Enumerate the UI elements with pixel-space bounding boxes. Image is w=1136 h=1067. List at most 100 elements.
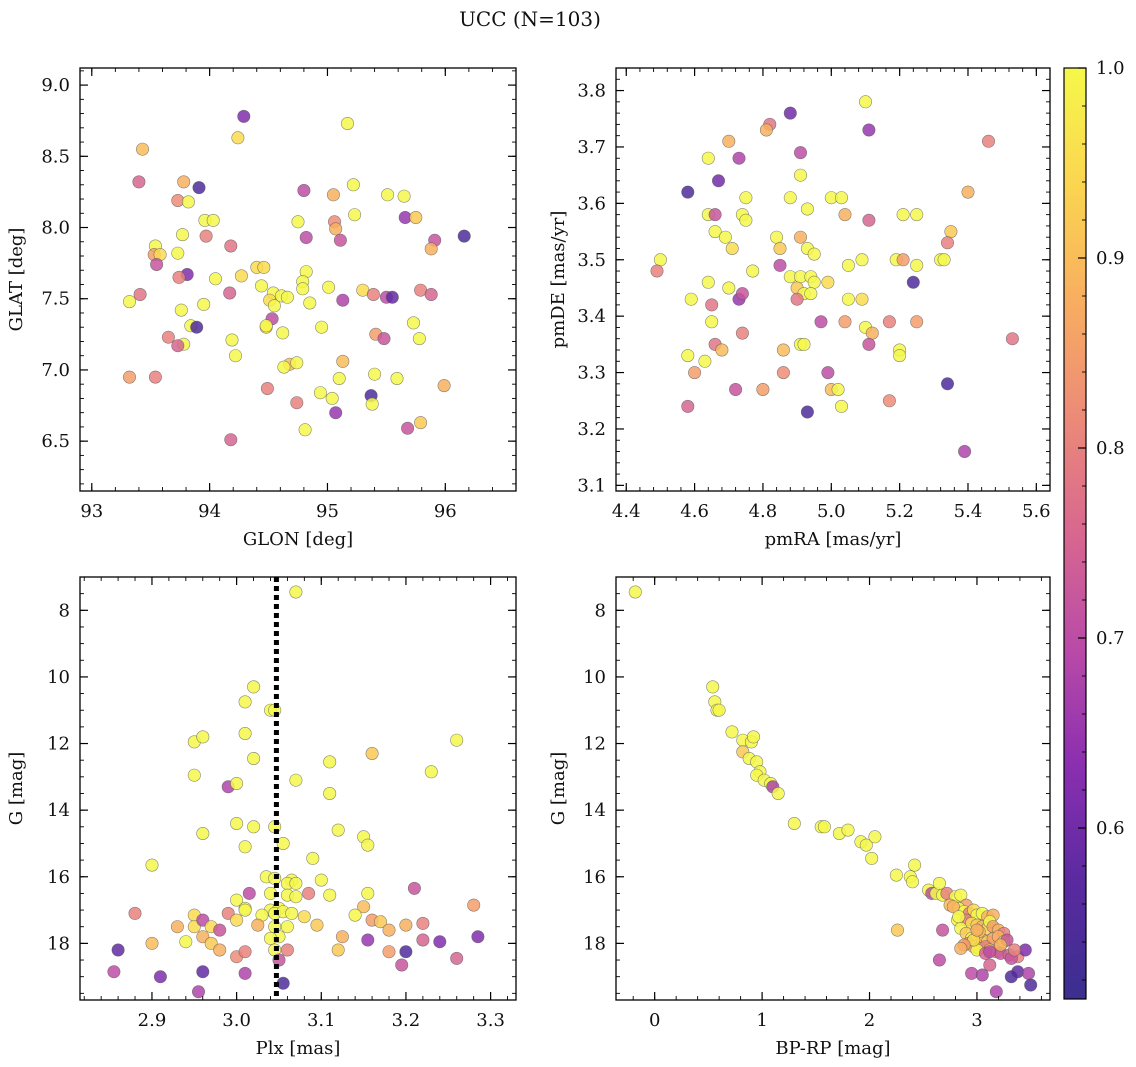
x-ticks: 0 1 2 3	[632, 577, 1042, 1031]
x-tick-label: 95	[316, 501, 339, 522]
data-point	[936, 923, 950, 937]
data-point	[145, 858, 159, 872]
data-point	[153, 970, 167, 984]
data-point	[280, 943, 294, 957]
data-point	[708, 208, 722, 222]
data-point	[259, 319, 273, 333]
data-point	[231, 131, 245, 145]
data-point	[1024, 978, 1038, 992]
data-point	[238, 945, 252, 959]
axes-frame	[615, 67, 1051, 492]
data-point	[944, 225, 958, 239]
y-axis-label: GLAT [deg]	[6, 228, 27, 332]
x-tick-label: 5.4	[954, 501, 983, 522]
data-point	[260, 381, 274, 395]
data-point	[650, 264, 664, 278]
x-tick-label: 0	[649, 1010, 660, 1031]
data-point	[323, 755, 337, 769]
y-axis-label: G [mag]	[548, 752, 569, 825]
data-point	[291, 215, 305, 229]
axes-frame	[79, 67, 517, 492]
axes-frame	[615, 576, 1051, 1001]
data-point	[882, 394, 896, 408]
data-point	[323, 888, 337, 902]
data-point	[368, 367, 382, 381]
data-point	[365, 397, 379, 411]
data-point	[804, 287, 818, 301]
data-point	[817, 820, 831, 834]
data-point	[746, 730, 760, 744]
x-axis-label: BP-RP [mag]	[775, 1038, 890, 1059]
data-point	[322, 280, 336, 294]
data-point	[712, 703, 726, 717]
data-point	[725, 725, 739, 739]
y-tick-label: 3.5	[577, 250, 606, 271]
data-point	[457, 229, 471, 243]
data-point	[401, 421, 415, 435]
data-point	[746, 264, 760, 278]
x-tick-label: 93	[80, 501, 103, 522]
data-point	[290, 396, 304, 410]
y-tick-label: 18	[47, 933, 70, 954]
data-point	[787, 816, 801, 830]
x-tick-label: 5.2	[885, 501, 914, 522]
data-point	[276, 326, 290, 340]
data-point	[965, 966, 979, 980]
y-tick-label: 8.0	[41, 218, 70, 239]
data-point	[361, 886, 375, 900]
colorbar-tick-label: 1.0	[1096, 58, 1125, 79]
data-point	[841, 292, 855, 306]
y-tick-label: 3.6	[577, 193, 606, 214]
data-point	[416, 916, 430, 930]
data-point	[192, 985, 206, 999]
data-point	[348, 208, 362, 222]
data-point	[314, 873, 328, 887]
data-point	[790, 292, 804, 306]
data-point	[814, 315, 828, 329]
data-point	[133, 287, 147, 301]
data-point	[701, 151, 715, 165]
data-point	[450, 951, 464, 965]
data-point	[807, 247, 821, 261]
data-point	[834, 191, 848, 205]
data-point	[433, 935, 447, 949]
y-tick-label: 16	[583, 867, 606, 888]
data-point	[970, 923, 984, 937]
y-tick-label: 6.5	[41, 431, 70, 452]
data-point	[868, 830, 882, 844]
data-point	[910, 208, 924, 222]
data-point	[230, 816, 244, 830]
data-point	[865, 851, 879, 865]
data-point	[838, 208, 852, 222]
data-point	[983, 945, 997, 959]
data-point	[331, 823, 345, 837]
data-point	[961, 185, 975, 199]
data-point	[336, 293, 350, 307]
x-axis-label: GLON [deg]	[243, 529, 353, 550]
data-point	[174, 303, 188, 317]
data-point	[783, 106, 797, 120]
data-point	[908, 858, 922, 872]
x-tick-label: 96	[434, 501, 457, 522]
data-point	[247, 680, 261, 694]
data-point	[770, 230, 784, 244]
panel-plx-g: 2.9 3.0 3.1 3.2 3.3 8 10 12 14 16 18 Plx [mas] G …	[6, 576, 517, 1059]
data-point	[793, 146, 807, 160]
data-point	[838, 315, 852, 329]
data-point	[170, 920, 184, 934]
x-ticks: 93 94 95 96	[80, 68, 517, 522]
data-point	[821, 275, 835, 289]
data-point	[299, 231, 313, 245]
data-point	[192, 181, 206, 195]
data-point	[862, 123, 876, 137]
data-point	[289, 585, 303, 599]
x-tick-label: 2	[864, 1010, 875, 1031]
y-tick-label: 8	[59, 600, 70, 621]
data-point	[800, 202, 814, 216]
data-point	[783, 191, 797, 205]
data-point	[209, 272, 223, 286]
data-point	[776, 366, 790, 380]
data-point	[242, 886, 256, 900]
data-point	[366, 287, 380, 301]
data-point	[759, 123, 773, 137]
